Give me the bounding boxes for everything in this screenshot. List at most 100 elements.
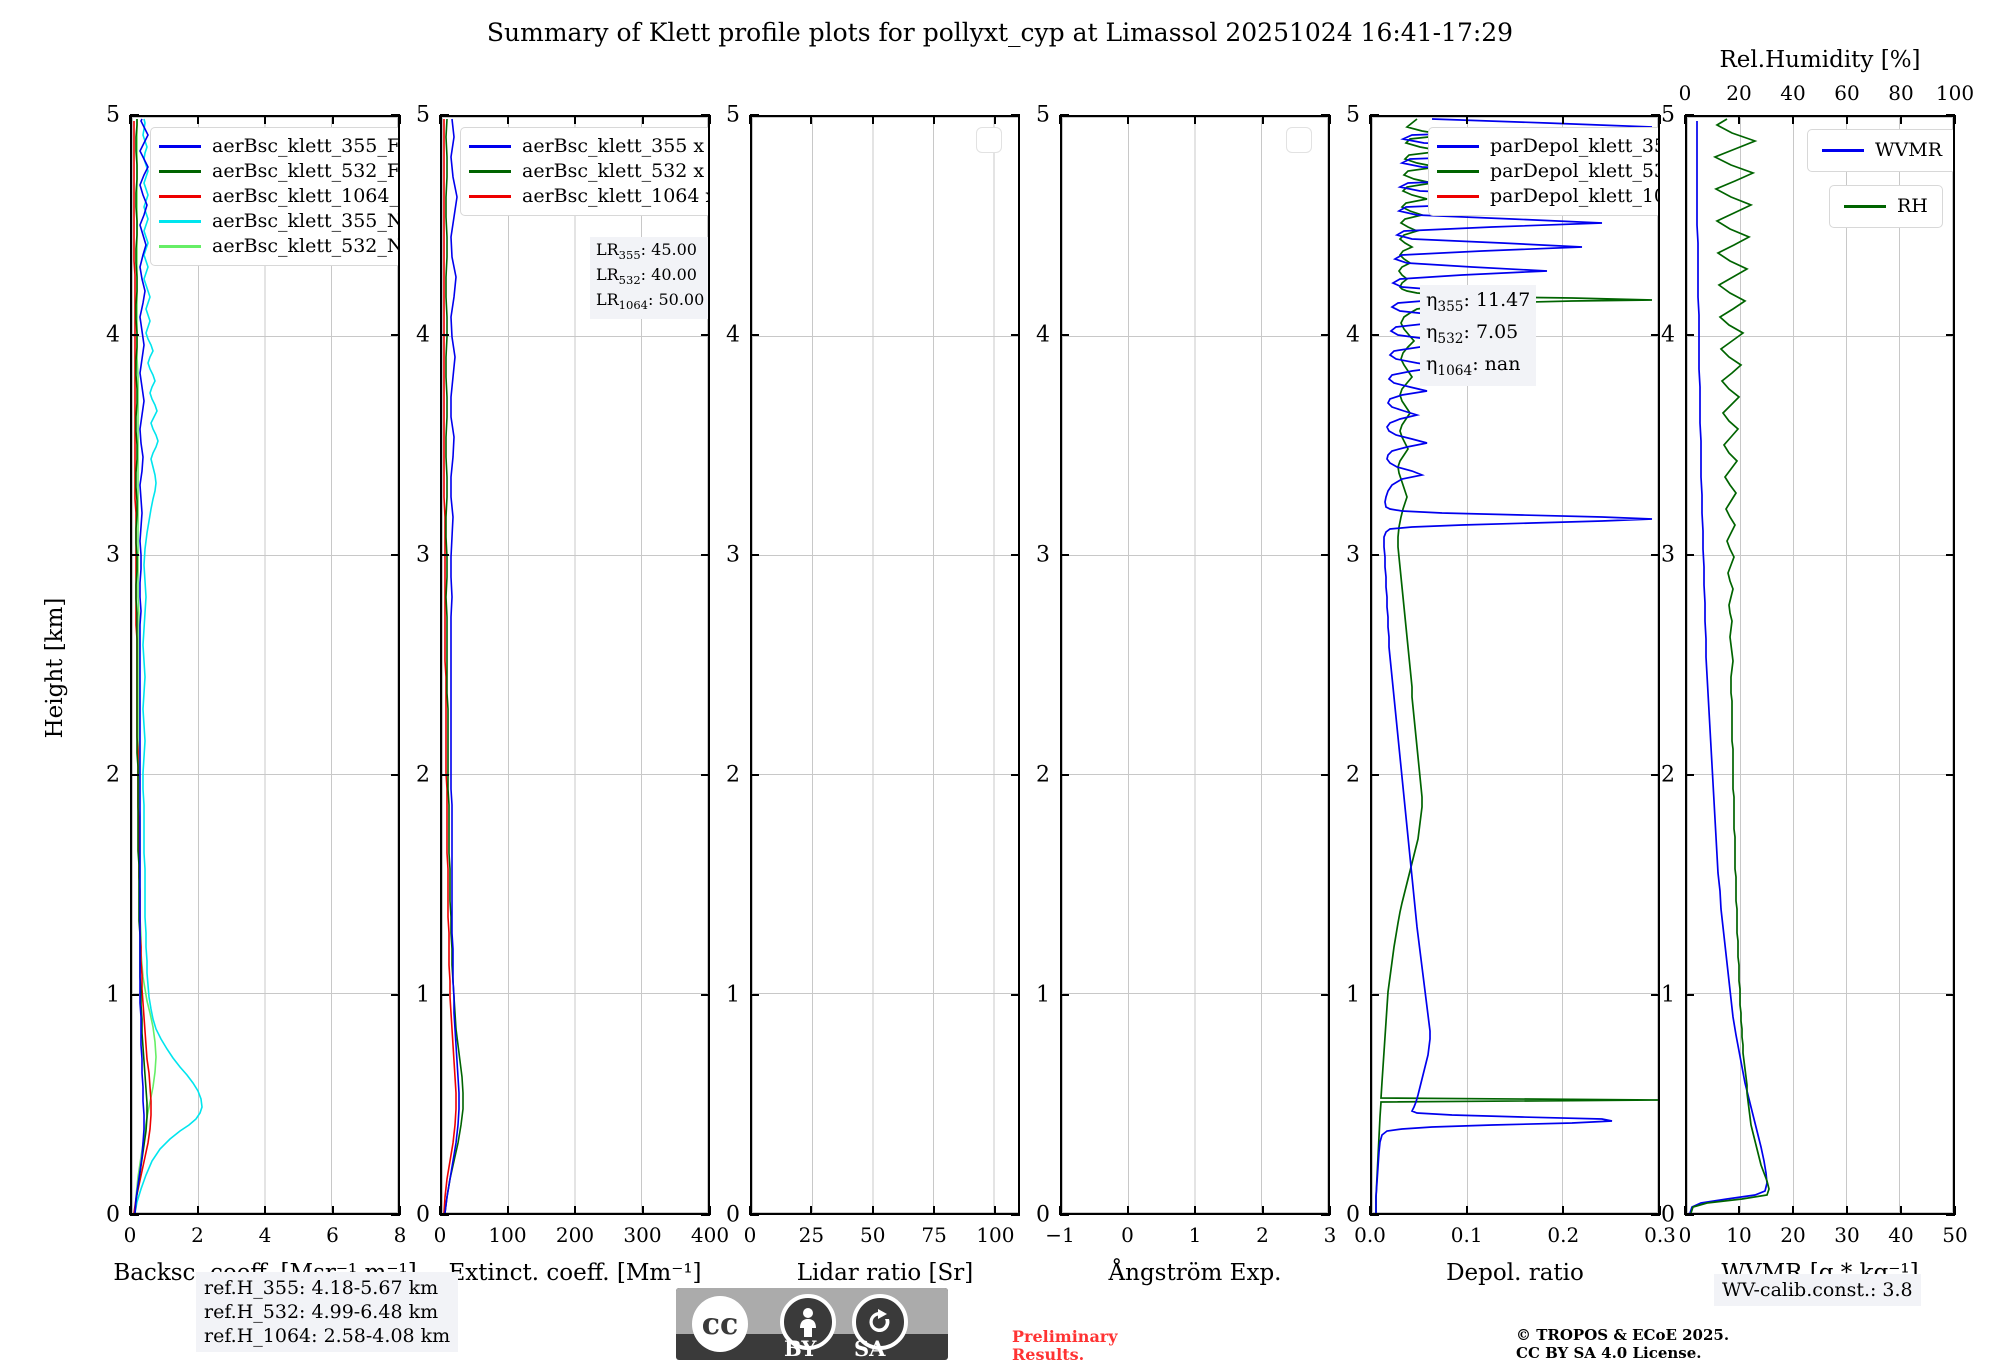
p4-ytick-right: [1321, 334, 1330, 336]
panel4-legend-empty[interactable]: [1286, 127, 1312, 153]
legend-swatch-green-icon: [1437, 170, 1479, 173]
p3-xtick: [871, 1206, 874, 1215]
p5-xtick: [1465, 1206, 1468, 1215]
panel5-legend[interactable]: parDepol_klett_355_FR parDepol_klett_532…: [1428, 127, 1658, 216]
lr-532-row: LR532: 40.00: [596, 265, 697, 288]
p2-ytick-right: [701, 554, 710, 556]
legend-swatch-lightgreen-icon: [159, 245, 201, 248]
p4-yticklabel: 5: [1036, 102, 1050, 128]
p4-xtick: [1059, 1206, 1061, 1215]
p5-x-axis-label: Depol. ratio: [1446, 1260, 1584, 1286]
p5-yticklabel: 0: [1346, 1202, 1360, 1228]
p3-ytick-right: [1011, 1214, 1020, 1216]
p1-ytick-right: [391, 1214, 400, 1216]
lr-1064-row: LR1064: 50.00: [596, 290, 705, 313]
p2-yticklabel: 5: [416, 102, 430, 128]
panel-backscatter-axes: aerBsc_klett_355_FR aerBsc_klett_532_FR …: [130, 115, 400, 1215]
legend-swatch-red-icon: [469, 195, 511, 198]
p3-yticklabel: 0: [726, 1202, 740, 1228]
panel-wvmr: WVMR RH: [1685, 115, 1955, 1215]
y-axis-label: Height [km]: [42, 597, 68, 739]
p4-xticklabel: 0: [1121, 1223, 1134, 1247]
p4-xtick-top: [1329, 115, 1331, 124]
legend-item: aerBsc_klett_1064 x LR: [469, 184, 708, 209]
preliminary-results-note: Preliminary Results.: [1012, 1327, 1118, 1360]
panel-extinction: aerBsc_klett_355 x LR aerBsc_klett_532 x…: [440, 115, 710, 1215]
p3-ytick-right: [1011, 334, 1020, 336]
p3-yticklabel: 5: [726, 102, 740, 128]
p5-xtick-top: [1369, 115, 1371, 124]
panel3-legend-empty[interactable]: [976, 127, 1002, 153]
p1-xtick: [331, 1206, 334, 1215]
p2-xtick: [641, 1206, 644, 1215]
legend-item: aerBsc_klett_355_NR: [159, 209, 398, 234]
p6-yticklabel: 1: [1661, 982, 1675, 1008]
p2-ytick: [440, 554, 449, 556]
p6-yticklabel: 0: [1661, 1202, 1675, 1228]
p5-xtick-top: [1659, 115, 1661, 124]
panel2-legend[interactable]: aerBsc_klett_355 x LR aerBsc_klett_532 x…: [460, 127, 708, 216]
legend-swatch-green-icon: [469, 170, 511, 173]
panel-angstrom-axes: [1060, 115, 1330, 1215]
p1-xtick: [399, 1206, 401, 1215]
p3-x-axis-label: Lidar ratio [Sr]: [796, 1260, 974, 1286]
p6-xticklabel-top: 40: [1780, 81, 1806, 105]
p1-ytick-right: [391, 774, 400, 776]
legend-item: aerBsc_klett_532 x LR: [469, 159, 708, 184]
p1-ytick-right: [391, 554, 400, 556]
p4-xtick: [1329, 1206, 1331, 1215]
p5-ytick-right: [1651, 114, 1660, 116]
p2-ytick-right: [701, 994, 710, 996]
panel1-legend[interactable]: aerBsc_klett_355_FR aerBsc_klett_532_FR …: [150, 127, 398, 266]
p4-xtick: [1194, 1206, 1196, 1215]
p3-xtick-top: [810, 115, 813, 124]
p5-xticklabel: 0.2: [1547, 1223, 1580, 1247]
cc-license-badge[interactable]: cc BY SA: [676, 1288, 948, 1360]
p1-ytick: [130, 554, 139, 556]
p4-ytick-right: [1321, 994, 1330, 996]
p3-yticklabel: 3: [726, 542, 740, 568]
panel6-plot: [1687, 117, 1953, 1213]
legend-item: aerBsc_klett_355 x LR: [469, 134, 708, 159]
legend-swatch-red-icon: [1437, 195, 1479, 198]
legend-swatch-green-icon: [159, 170, 201, 173]
p5-ytick: [1370, 554, 1379, 556]
p1-xticklabel: 2: [191, 1223, 204, 1247]
p4-ytick-right: [1321, 114, 1330, 116]
p2-ytick: [440, 774, 449, 776]
p1-xtick-top: [331, 115, 334, 124]
p4-yticklabel: 3: [1036, 542, 1050, 568]
p5-yticklabel: 3: [1346, 542, 1360, 568]
p3-xtick: [933, 1206, 936, 1215]
p6-ytick-right: [1946, 1214, 1955, 1216]
panel6-legend-rh[interactable]: RH: [1829, 185, 1943, 228]
p6-ytick-right: [1946, 554, 1955, 556]
panel6-legend-wvmr[interactable]: WVMR: [1807, 129, 1953, 172]
p4-ytick: [1060, 774, 1069, 776]
p3-ytick: [750, 994, 759, 996]
p3-ytick: [750, 774, 759, 776]
p4-ytick-right: [1321, 554, 1330, 556]
p5-xtick-top: [1465, 115, 1468, 124]
p6-xticklabel: 20: [1780, 1223, 1806, 1247]
p2-yticklabel: 1: [416, 982, 430, 1008]
panel-lidar-ratio-axes: [750, 115, 1020, 1215]
p6-ytick: [1685, 554, 1694, 556]
p1-ytick: [130, 334, 139, 336]
p6-xticklabel: 0: [1678, 1223, 1692, 1247]
p5-ytick: [1370, 994, 1379, 996]
p4-xtick-top: [1059, 115, 1061, 124]
p4-xticklabel: 1: [1188, 1223, 1202, 1247]
p6-xticklabel: 10: [1726, 1223, 1752, 1247]
p4-ytick-right: [1321, 774, 1330, 776]
p1-xtick-top: [196, 115, 199, 124]
panel3-plot: [752, 117, 1018, 1213]
p2-xticklabel: 300: [623, 1223, 662, 1247]
p4-ytick: [1060, 114, 1069, 116]
p5-xtick: [1659, 1206, 1661, 1215]
p5-ytick: [1370, 334, 1379, 336]
p1-ytick-right: [391, 994, 400, 996]
p2-xticklabel: 400: [690, 1223, 730, 1247]
p2-ytick: [440, 994, 449, 996]
p6-xtick-top: [1954, 115, 1956, 124]
